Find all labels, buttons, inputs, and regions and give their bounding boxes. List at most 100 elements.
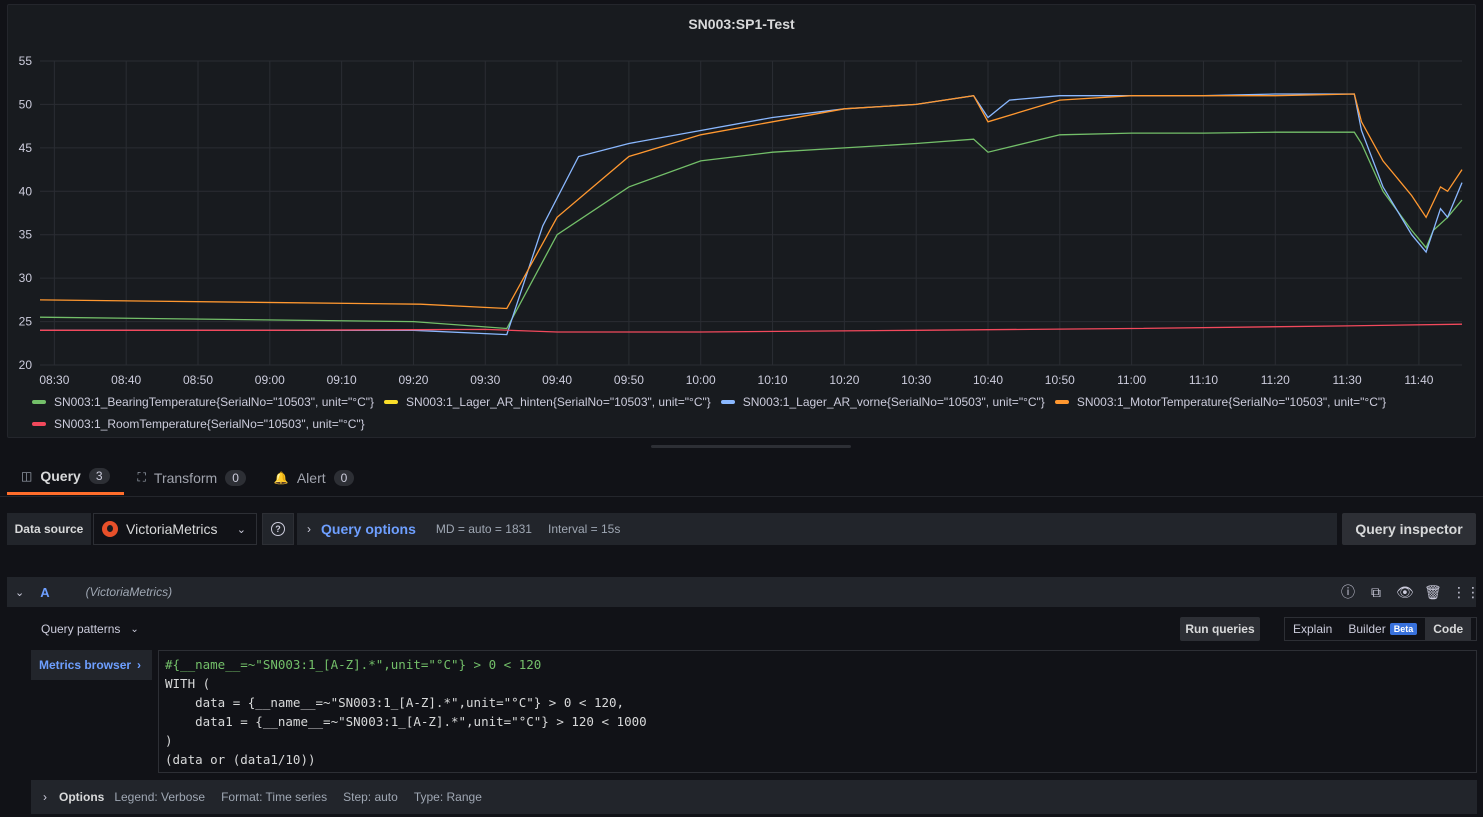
max-datapoints-info: MD = auto = 1831 — [435, 522, 532, 536]
legend-item[interactable]: SN003:1_BearingTemperature{SerialNo="105… — [32, 391, 374, 413]
panel-resize-handle[interactable] — [651, 445, 851, 448]
tab-query-label: Query — [40, 468, 81, 484]
legend-color-swatch — [1054, 400, 1069, 404]
eye-icon[interactable]: 👁 — [1396, 583, 1414, 600]
x-tick-label: 09:00 — [255, 373, 285, 387]
legend-label: SN003:1_BearingTemperature{SerialNo="105… — [54, 395, 375, 409]
trash-icon[interactable]: 🗑 — [1424, 583, 1442, 600]
beta-badge: Beta — [1389, 623, 1418, 635]
y-tick-label: 35 — [19, 228, 33, 242]
x-tick-label: 08:30 — [39, 373, 69, 387]
graph-panel: SN003:SP1-Test 20 25 30 35 40 45 50 55 08:30 08:4… — [7, 4, 1476, 438]
x-tick-label: 10:10 — [758, 373, 788, 387]
legend-label: SN003:1_RoomTemperature{SerialNo="10503"… — [54, 417, 365, 431]
x-tick-label: 10:50 — [1045, 373, 1075, 387]
legend-item[interactable]: SN003:1_Lager_AR_vorne{SerialNo="10503",… — [720, 391, 1045, 413]
x-tick-label: 10:30 — [901, 373, 931, 387]
format-option: Format: Time series — [221, 790, 328, 804]
tab-alert-count: 0 — [333, 469, 355, 486]
interval-info: Interval = 15s — [547, 522, 621, 536]
code-line: (data or (data1/10)) — [165, 752, 316, 767]
legend-color-swatch — [384, 400, 399, 404]
x-tick-label: 10:40 — [973, 373, 1003, 387]
database-icon: ◫ — [21, 469, 33, 483]
code-line: data = {__name__=~"SN003:1_[A-Z].*",unit… — [165, 695, 625, 710]
query-options-toggle[interactable]: › Query options MD = auto = 1831 Interva… — [297, 513, 1337, 545]
tab-transform[interactable]: ⛶ Transform 0 — [124, 460, 260, 495]
step-option: Step: auto — [343, 790, 398, 804]
type-option: Type: Range — [413, 790, 482, 804]
x-tick-label: 08:50 — [183, 373, 213, 387]
code-line: #{__name__=~"SN003:1_[A-Z].*",unit="°C"}… — [165, 657, 542, 672]
legend-label: SN003:1_MotorTemperature{SerialNo="10503… — [1076, 395, 1387, 409]
datasource-label: Data source — [7, 513, 91, 545]
tab-transform-count: 0 — [225, 469, 246, 486]
help-icon[interactable]: ⓘ — [1341, 584, 1355, 600]
x-tick-label: 11:30 — [1333, 373, 1362, 387]
code-mode-option[interactable]: Code — [1425, 618, 1472, 640]
chevron-right-icon: › — [43, 790, 47, 804]
query-datasource-name: (VictoriaMetrics) — [85, 585, 173, 599]
transform-icon: ⛶ — [137, 470, 146, 484]
query-code-editor[interactable]: #{__name__=~"SN003:1_[A-Z].*",unit="°C"}… — [158, 650, 1477, 773]
legend-item[interactable]: SN003:1_RoomTemperature{SerialNo="10503"… — [32, 413, 365, 435]
collapse-chevron-icon[interactable]: ⌄ — [15, 586, 25, 599]
y-tick-label: 50 — [19, 97, 33, 111]
query-ref-id[interactable]: A — [40, 584, 50, 600]
datasource-name: VictoriaMetrics — [126, 521, 218, 537]
tab-alert-label: Alert — [296, 469, 326, 486]
drag-handle-icon[interactable]: ⋮⋮ — [1452, 583, 1480, 600]
chevron-down-icon: ⌄ — [236, 523, 246, 536]
datasource-picker[interactable]: VictoriaMetrics ⌄ — [93, 513, 257, 545]
y-tick-label: 20 — [19, 358, 33, 372]
x-tick-label: 10:00 — [686, 373, 716, 387]
query-options-label: Query options — [321, 521, 416, 537]
x-tick-label: 09:40 — [542, 373, 572, 387]
run-queries-button[interactable]: Run queries — [1180, 617, 1260, 641]
y-tick-label: 40 — [19, 184, 33, 198]
query-row-header[interactable]: ⌄ A (VictoriaMetrics) ⓘ ⧉ 👁 🗑 ⋮⋮ — [7, 577, 1480, 607]
x-tick-label: 11:10 — [1189, 373, 1218, 387]
editor-tabs: ◫ Query 3 ⛶ Transform 0 🔔 Alert 0 — [7, 460, 368, 496]
x-tick-label: 11:20 — [1261, 373, 1290, 387]
duplicate-icon[interactable]: ⧉ — [1371, 583, 1381, 600]
legend-color-swatch — [32, 400, 46, 404]
datasource-row: Data source VictoriaMetrics ⌄ ? › Query … — [7, 513, 1476, 545]
editor-mode-toggle: Explain Builder Beta Code — [1284, 617, 1477, 641]
query-options-row[interactable]: › Options Legend: Verbose Format: Time s… — [31, 780, 1477, 814]
query-patterns-label: Query patterns — [41, 622, 121, 636]
query-patterns-dropdown[interactable]: Query patterns ⌄ — [31, 616, 139, 642]
time-series-chart[interactable]: 20 25 30 35 40 45 50 55 08:30 08:40 08:50 09:00 09:1… — [8, 5, 1477, 439]
x-tick-label: 11:40 — [1404, 373, 1433, 387]
x-tick-label: 11:00 — [1117, 373, 1146, 387]
help-icon: ? — [271, 522, 285, 536]
code-line: ) — [165, 733, 173, 748]
metrics-browser-label: Metrics browser — [39, 658, 132, 672]
series-line — [40, 93, 1463, 336]
legend-item[interactable]: SN003:1_Lager_AR_hinten{SerialNo="10503"… — [384, 391, 711, 413]
tab-query[interactable]: ◫ Query 3 — [7, 460, 124, 495]
x-tick-label: 09:30 — [470, 373, 500, 387]
bell-icon: 🔔 — [273, 470, 289, 485]
chevron-down-icon: ⌄ — [130, 623, 139, 635]
y-tick-label: 55 — [19, 54, 33, 68]
datasource-help-button[interactable]: ? — [262, 513, 294, 545]
metrics-browser-button[interactable]: Metrics browser › — [31, 650, 152, 680]
tab-alert[interactable]: 🔔 Alert 0 — [260, 460, 368, 495]
series-line — [40, 323, 1463, 333]
query-inspector-button[interactable]: Query inspector — [1342, 513, 1476, 545]
builder-mode-option[interactable]: Builder Beta — [1340, 618, 1425, 640]
y-tick-label: 30 — [19, 271, 33, 285]
legend-item[interactable]: SN003:1_MotorTemperature{SerialNo="10503… — [1054, 391, 1387, 413]
code-line: WITH ( — [165, 676, 211, 691]
tab-query-count: 3 — [88, 468, 110, 484]
chevron-right-icon: › — [307, 522, 311, 536]
builder-label: Builder — [1348, 622, 1386, 636]
explain-toggle[interactable]: Explain — [1293, 622, 1333, 636]
legend-option: Legend: Verbose — [114, 790, 206, 804]
legend-color-swatch — [32, 422, 46, 426]
x-tick-label: 09:50 — [614, 373, 644, 387]
x-tick-label: 08:40 — [111, 373, 141, 387]
panel-title[interactable]: SN003:SP1-Test — [688, 16, 795, 32]
y-tick-label: 25 — [19, 315, 33, 329]
